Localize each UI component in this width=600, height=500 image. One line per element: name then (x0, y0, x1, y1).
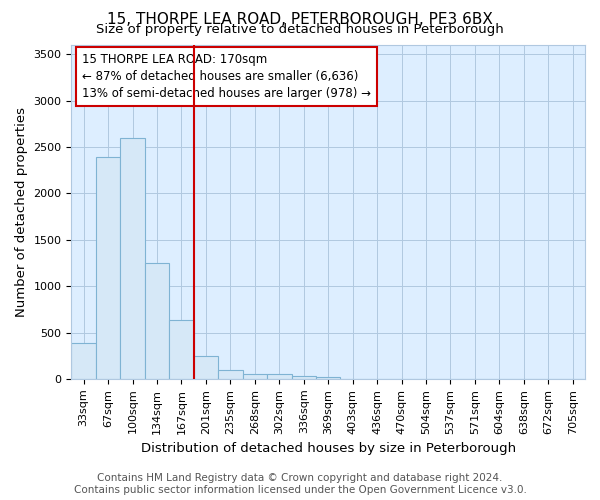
Bar (145, 263, 169, 379)
Bar (96, 157, 121, 379)
Bar (194, 356, 218, 379)
Text: Contains HM Land Registry data © Crown copyright and database right 2024.
Contai: Contains HM Land Registry data © Crown c… (74, 474, 526, 495)
Y-axis label: Number of detached properties: Number of detached properties (15, 107, 28, 317)
Bar (121, 138, 145, 379)
Text: Size of property relative to detached houses in Peterborough: Size of property relative to detached ho… (96, 22, 504, 36)
Bar (169, 320, 194, 379)
Bar (71, 343, 96, 379)
Bar (267, 374, 292, 379)
Text: 15 THORPE LEA ROAD: 170sqm
← 87% of detached houses are smaller (6,636)
13% of s: 15 THORPE LEA ROAD: 170sqm ← 87% of deta… (82, 54, 371, 100)
Bar (316, 376, 340, 379)
Bar (242, 374, 267, 379)
Text: 15, THORPE LEA ROAD, PETERBOROUGH, PE3 6BX: 15, THORPE LEA ROAD, PETERBOROUGH, PE3 6… (107, 12, 493, 28)
Bar (292, 376, 316, 379)
Bar (218, 370, 242, 379)
X-axis label: Distribution of detached houses by size in Peterborough: Distribution of detached houses by size … (140, 442, 516, 455)
